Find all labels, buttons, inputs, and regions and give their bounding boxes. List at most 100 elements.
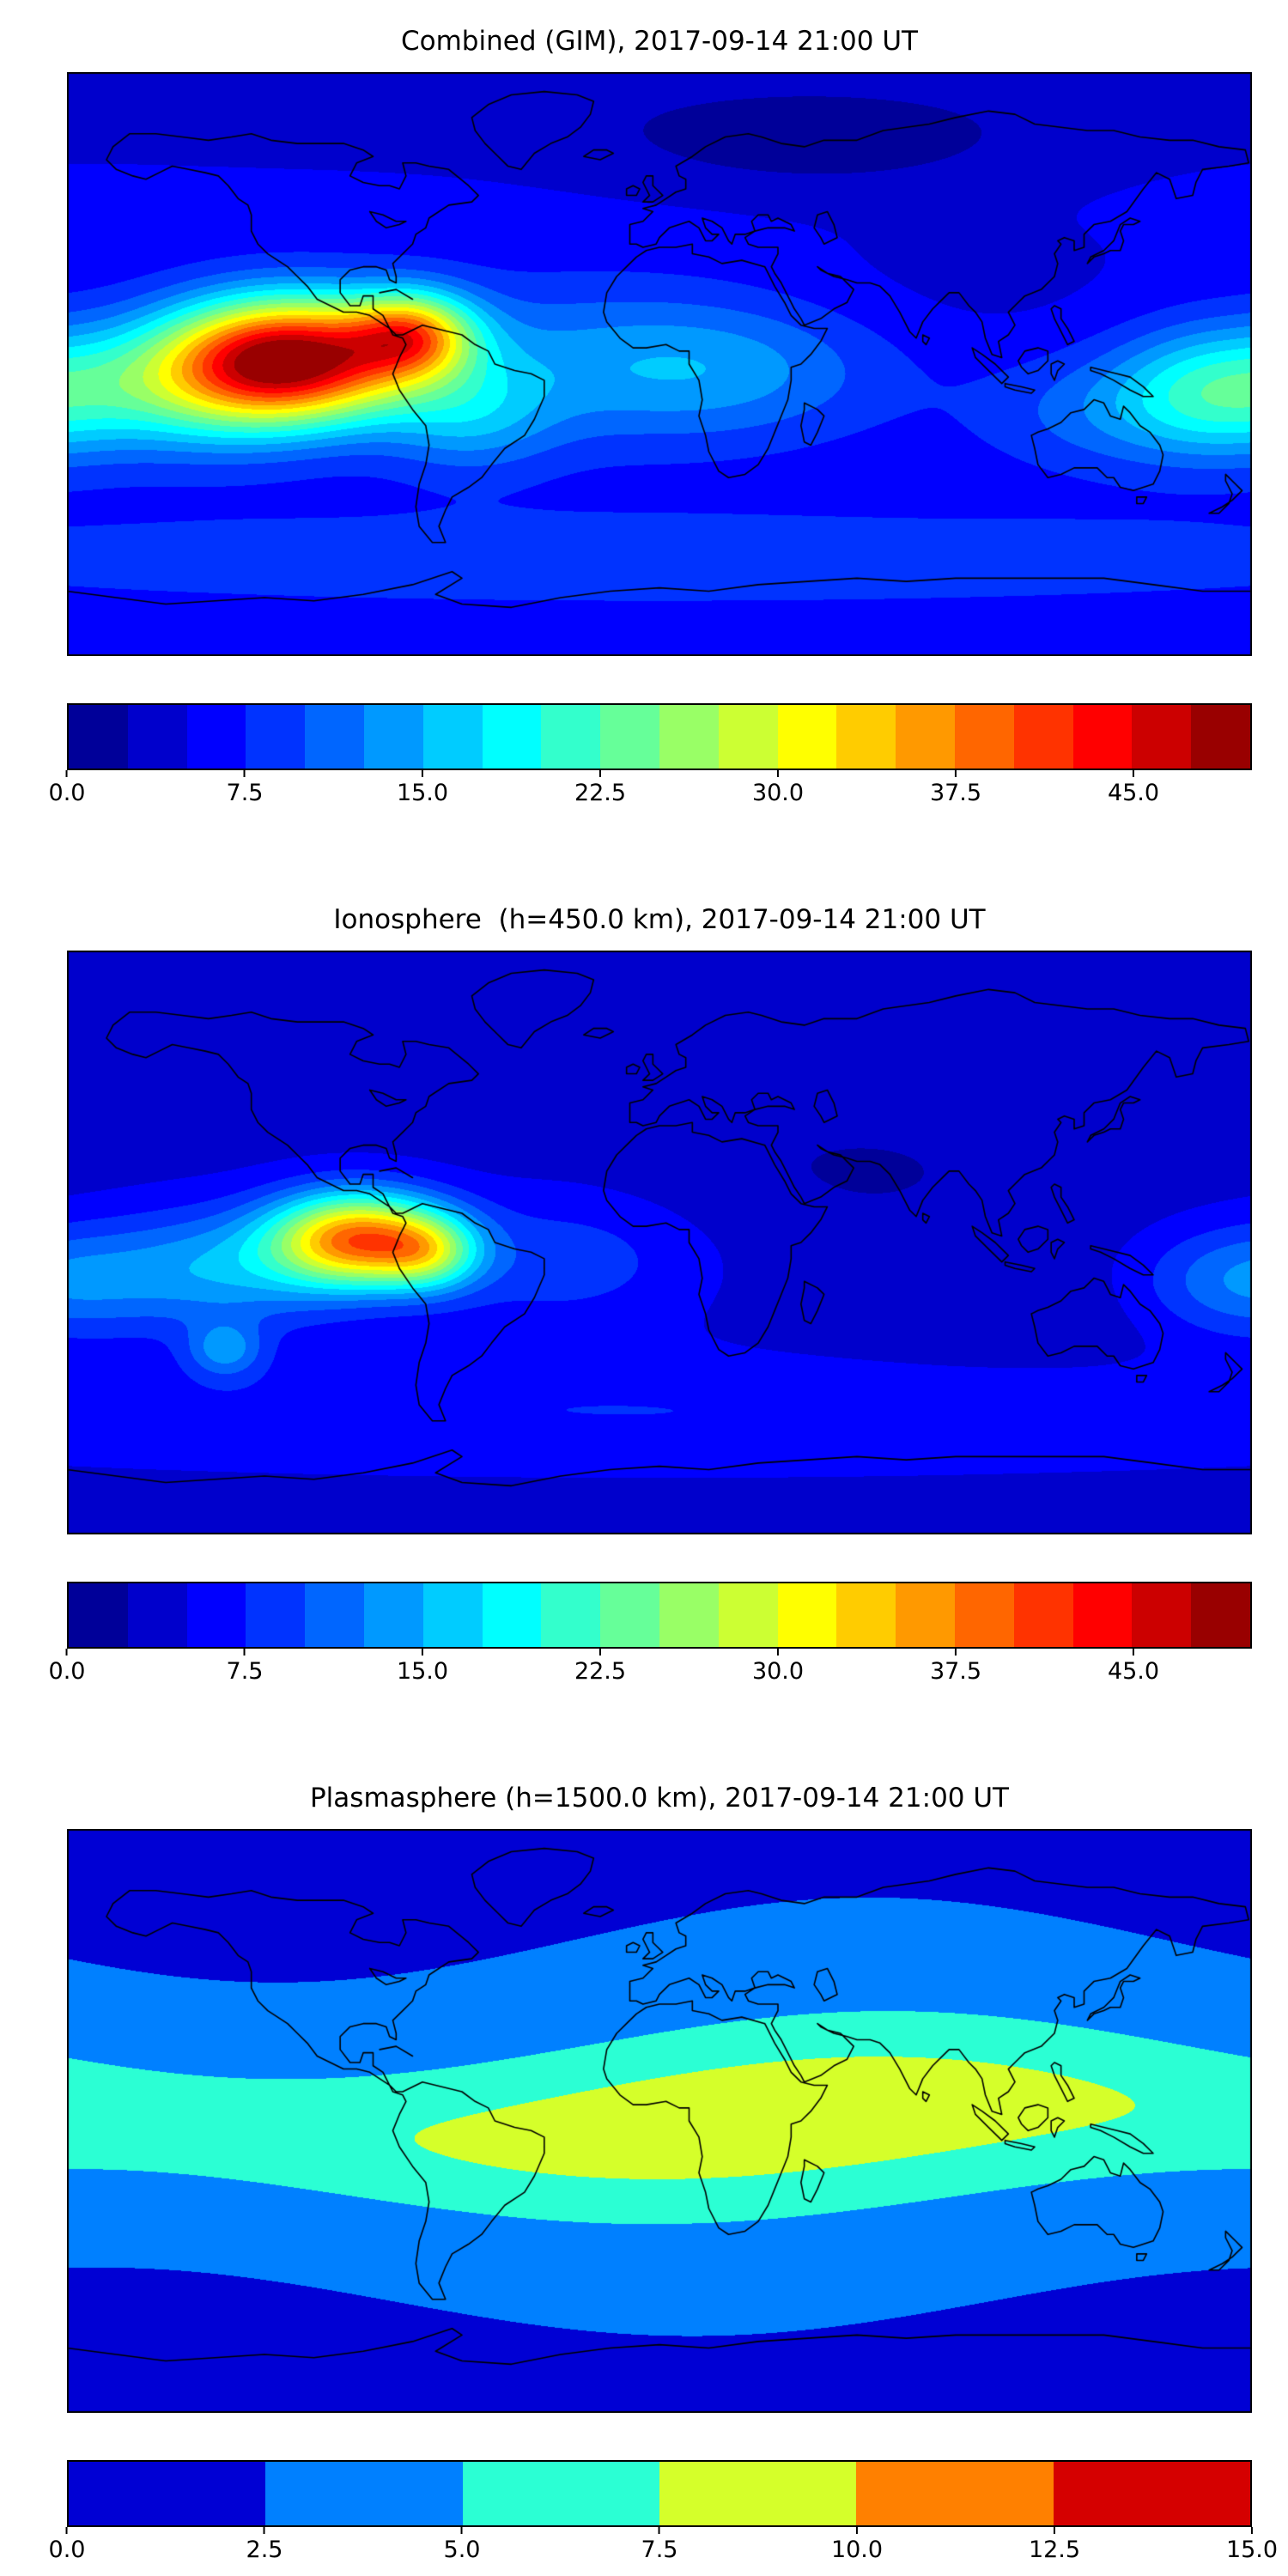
colorbar-tick: 37.5 [930, 1649, 981, 1686]
colorbar-segment [462, 2462, 659, 2525]
map-combined [67, 72, 1252, 656]
colorbar-segment [246, 705, 306, 769]
colorbar-tick-label: 15.0 [396, 1658, 449, 1685]
colorbar-tickmark [599, 770, 601, 777]
colorbar-segment [1072, 1583, 1133, 1647]
colorbar-segment [659, 2462, 857, 2525]
colorbar-segment [777, 705, 837, 769]
colorbar-tickmark [777, 770, 779, 777]
colorbar-tick-label: 37.5 [929, 780, 982, 806]
colorbar-segment [1013, 1583, 1073, 1647]
colorbar-tick: 45.0 [1108, 1649, 1159, 1686]
colorbar-segment [265, 2462, 463, 2525]
colorbar-tick-label: 37.5 [929, 1658, 982, 1685]
colorbar-tick: 12.5 [1029, 2527, 1080, 2565]
colorbar-tick: 2.5 [246, 2527, 283, 2565]
colorbar-segment [1132, 705, 1192, 769]
panel-title-ionosphere: Ionosphere (h=450.0 km), 2017-09-14 21:0… [333, 904, 986, 935]
colorbar-tick: 0.0 [48, 1649, 86, 1686]
colorbar-tickmark [1251, 2527, 1253, 2534]
panel-title-plasmasphere: Plasmasphere (h=1500.0 km), 2017-09-14 2… [309, 1783, 1009, 1814]
colorbar-tick-label: 30.0 [751, 780, 805, 806]
colorbar-segment [127, 705, 187, 769]
colorbar-tickmark [955, 1649, 957, 1656]
colorbar-tick-label: 30.0 [751, 1658, 805, 1685]
colorbar-segment [69, 1583, 128, 1647]
colorbar-segment [856, 2462, 1054, 2525]
colorbar-segment [718, 705, 778, 769]
colorbar-segment [777, 1583, 837, 1647]
colorbar-ticks-plasmasphere: 0.0 2.5 5.0 7.5 10.0 12.5 15.0 [49, 2527, 1278, 2568]
colorbar-segment [186, 705, 246, 769]
colorbar-tickmark [243, 1649, 246, 1656]
colorbar-segment [69, 705, 128, 769]
colorbar-tick: 37.5 [930, 770, 981, 808]
colorbar-tickmark [65, 1649, 68, 1656]
colorbar-segment [422, 1583, 483, 1647]
panel-ionosphere: Ionosphere (h=450.0 km), 2017-09-14 21:0… [0, 878, 1288, 1690]
colorbar-tick-label: 15.0 [396, 780, 449, 806]
colorbar-segment [836, 1583, 896, 1647]
colorbar-tickmark [65, 2527, 68, 2534]
colorbar-segment [1053, 2462, 1250, 2525]
colorbar-tick-label: 5.0 [443, 2537, 481, 2563]
colorbar-tick-label: 7.5 [641, 2537, 678, 2563]
panel-combined: Combined (GIM), 2017-09-14 21:00 UT 0.0 7… [0, 0, 1288, 811]
colorbar-segment [482, 705, 542, 769]
colorbar-segment [186, 1583, 246, 1647]
colorbar-tickmark [422, 1649, 423, 1656]
colorbar-segment [954, 705, 1014, 769]
colorbar-tickmark [1133, 1649, 1134, 1656]
map-canvas-ionosphere [67, 951, 1252, 1534]
colorbar-tickmark [856, 2527, 858, 2534]
colorbar-segment [1013, 705, 1073, 769]
colorbar-tick: 30.0 [752, 770, 804, 808]
colorbar-tick: 7.5 [226, 770, 264, 808]
colorbar-tickmark [1133, 770, 1134, 777]
map-canvas-plasmasphere [67, 1829, 1252, 2413]
colorbar-segment [896, 1583, 955, 1647]
colorbar-tick-label: 15.0 [1225, 2537, 1279, 2563]
colorbar-ionosphere [67, 1582, 1252, 1649]
colorbar-segment [305, 1583, 364, 1647]
map-canvas-combined [67, 72, 1252, 656]
colorbar-tick: 15.0 [1226, 2527, 1278, 2565]
colorbar-segment [836, 705, 896, 769]
colorbar-tick: 30.0 [752, 1649, 804, 1686]
colorbar-segment [69, 2462, 266, 2525]
colorbar-tickmark [65, 770, 68, 777]
colorbar-segment [1132, 1583, 1192, 1647]
colorbar-segment [1191, 1583, 1250, 1647]
colorbar-segment [600, 705, 659, 769]
colorbar-tickmark [777, 1649, 779, 1656]
colorbar-tick: 45.0 [1108, 770, 1159, 808]
colorbar-tickmark [460, 2527, 463, 2534]
colorbar-tickmark [599, 1649, 601, 1656]
colorbar-tick-label: 7.5 [226, 780, 264, 806]
colorbar-ticks-combined: 0.0 7.5 15.0 22.5 30.0 37.5 45.0 [49, 770, 1252, 811]
colorbar-tick: 0.0 [49, 770, 85, 808]
colorbar-tick: 22.5 [574, 770, 626, 808]
map-ionosphere [67, 951, 1252, 1534]
colorbar-tick-label: 45.0 [1107, 1658, 1160, 1685]
colorbar-segment [659, 1583, 719, 1647]
colorbar-tick: 15.0 [397, 1649, 448, 1686]
colorbar-segment [659, 705, 719, 769]
colorbar-tick-label: 0.0 [48, 2537, 86, 2563]
colorbar-segment [482, 1583, 542, 1647]
colorbar-segment [363, 1583, 423, 1647]
colorbar-ticks-ionosphere: 0.0 7.5 15.0 22.5 30.0 37.5 45.0 [49, 1649, 1252, 1690]
colorbar-combined [67, 703, 1252, 770]
colorbar-tick: 22.5 [574, 1649, 626, 1686]
colorbar-segment [422, 705, 483, 769]
colorbar-segment [246, 1583, 306, 1647]
colorbar-segment [896, 705, 955, 769]
colorbar-tick-label: 22.5 [574, 780, 627, 806]
colorbar-tickmark [658, 2527, 660, 2534]
colorbar-tick-label: 22.5 [574, 1658, 627, 1685]
colorbar-segment [363, 705, 423, 769]
colorbar-tickmark [955, 770, 957, 777]
colorbar-segment [541, 1583, 601, 1647]
colorbar-tick-label: 0.0 [48, 1658, 86, 1685]
